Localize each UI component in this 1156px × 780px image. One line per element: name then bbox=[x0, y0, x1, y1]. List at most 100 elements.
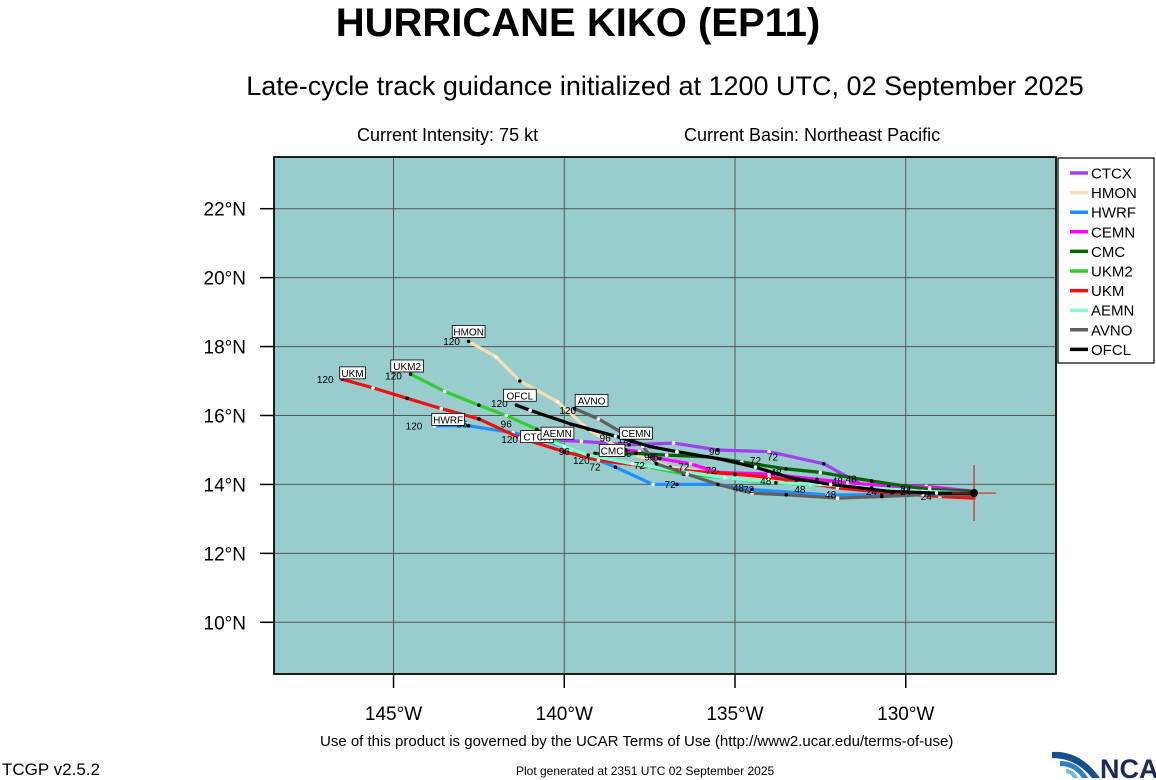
model-box-label: UKM bbox=[341, 369, 363, 380]
y-tick-label: 10°N bbox=[204, 613, 246, 634]
forecast-hour-label: 24 bbox=[900, 485, 912, 496]
forecast-hour-label: 120 bbox=[491, 399, 508, 410]
forecast-hour-label: 96 bbox=[501, 420, 513, 431]
plot-generated-text: Plot generated at 2351 UTC 02 September … bbox=[516, 764, 775, 778]
legend-label: UKM bbox=[1091, 283, 1124, 300]
track-point bbox=[828, 482, 833, 487]
legend-label: HWRF bbox=[1091, 205, 1136, 222]
model-box bbox=[451, 325, 486, 338]
forecast-hour-label: 120 bbox=[617, 435, 634, 446]
track-point bbox=[774, 480, 778, 485]
forecast-hour-label: 120 bbox=[317, 375, 334, 386]
legend-label: AEMN bbox=[1091, 303, 1134, 320]
track-point bbox=[528, 408, 532, 413]
forecast-hour-label: 96 bbox=[559, 447, 571, 458]
legend-label: CMC bbox=[1091, 244, 1125, 261]
legend-label: CEMN bbox=[1091, 224, 1135, 241]
track-point bbox=[821, 461, 826, 466]
chart-title: HURRICANE KIKO (EP11) bbox=[335, 1, 821, 45]
track-point bbox=[634, 451, 638, 456]
track-point bbox=[658, 456, 662, 461]
track-point bbox=[555, 399, 560, 404]
forecast-hour-label: 72 bbox=[706, 466, 718, 477]
current-basin: Current Basin: Northeast Pacific bbox=[684, 125, 941, 145]
track-point bbox=[494, 355, 498, 359]
ncar-logo-text: NCAR bbox=[1100, 754, 1156, 780]
track-point bbox=[627, 442, 631, 447]
track-point bbox=[784, 467, 789, 471]
forecast-hour-label: 48 bbox=[825, 490, 837, 501]
track-point bbox=[596, 458, 601, 463]
track-point bbox=[579, 439, 584, 444]
track-point bbox=[753, 465, 758, 470]
model-box bbox=[540, 426, 575, 440]
track-point bbox=[767, 475, 771, 480]
track-point bbox=[869, 479, 874, 483]
model-name-boxes: CTCX HMON HWRF CEMN CMC UKM2 UKM AEMN AVNO OFCL bbox=[339, 325, 653, 457]
track-point bbox=[569, 422, 573, 426]
track-point bbox=[466, 339, 471, 344]
version-label: TCGP v2.5.2 bbox=[2, 760, 100, 779]
map-frame bbox=[273, 156, 1057, 675]
model-box-label: CEMN bbox=[621, 429, 650, 440]
model-box bbox=[503, 388, 537, 402]
model-box bbox=[339, 366, 366, 380]
legend-label: UKM2 bbox=[1091, 264, 1133, 281]
track-point bbox=[586, 453, 590, 457]
track-point bbox=[613, 465, 618, 470]
track-point bbox=[750, 491, 754, 495]
y-tick-label: 20°N bbox=[204, 269, 246, 290]
model-box-label: UKM2 bbox=[393, 362, 421, 373]
forecast-hour-label: 96 bbox=[600, 433, 612, 444]
track-point bbox=[886, 489, 891, 494]
track-point bbox=[477, 403, 481, 407]
track-point bbox=[733, 472, 737, 476]
forecast-hour-label: 48 bbox=[846, 475, 858, 486]
model-box-label: AEMN bbox=[543, 429, 572, 440]
model-box bbox=[574, 394, 609, 407]
track-point bbox=[596, 417, 601, 421]
track-point bbox=[466, 424, 471, 428]
forecast-hour-label: 120 bbox=[385, 371, 402, 382]
y-tick-label: 22°N bbox=[204, 200, 246, 221]
model-box bbox=[598, 444, 626, 457]
track-point bbox=[630, 461, 635, 466]
track-point bbox=[750, 487, 754, 492]
forecast-hour-label: 96 bbox=[620, 449, 632, 460]
track-point bbox=[675, 482, 679, 487]
forecast-hour-label: 24 bbox=[921, 492, 933, 503]
model-box-label: HWRF bbox=[433, 415, 463, 426]
forecast-hour-label: 72 bbox=[634, 461, 646, 472]
track-point bbox=[815, 477, 819, 482]
track-point bbox=[845, 480, 850, 485]
track-point bbox=[671, 441, 676, 445]
legend-label: AVNO bbox=[1091, 322, 1132, 339]
legend-label: OFCL bbox=[1091, 342, 1131, 359]
legend: CTCX HMON HWRF CEMN CMC UKM2 UKM AEMN AVNO OFCL bbox=[1057, 157, 1155, 364]
x-tick-label: 135°W bbox=[706, 704, 763, 725]
track-point bbox=[408, 372, 413, 376]
track-point bbox=[835, 496, 840, 501]
model-box bbox=[619, 426, 653, 440]
track-point bbox=[371, 386, 375, 390]
forecast-hour-label: 48 bbox=[760, 476, 772, 487]
y-tick-label: 16°N bbox=[204, 407, 246, 428]
terms-of-use-text: Use of this product is governed by the U… bbox=[320, 733, 954, 750]
forecast-hour-label: 72 bbox=[665, 480, 677, 491]
model-box-label: AVNO bbox=[578, 396, 606, 407]
y-tick-label: 18°N bbox=[204, 338, 246, 359]
forecast-hour-label: 120 bbox=[406, 421, 423, 432]
forecast-hour-label: 72 bbox=[743, 485, 755, 496]
track-point bbox=[514, 403, 519, 407]
model-tracks bbox=[340, 339, 976, 501]
track-point bbox=[613, 434, 618, 438]
track-point bbox=[722, 475, 727, 480]
track-point bbox=[518, 379, 522, 383]
legend-label: CTCX bbox=[1091, 166, 1132, 183]
forecast-hour-labels: 1201201209672482412012096724812012072120… bbox=[317, 337, 932, 503]
track-point bbox=[405, 396, 409, 401]
forecast-hour-label: 120 bbox=[501, 435, 518, 446]
storm-center-marker bbox=[970, 489, 979, 498]
forecast-hour-label: 72 bbox=[589, 463, 601, 474]
track-point bbox=[664, 453, 669, 457]
